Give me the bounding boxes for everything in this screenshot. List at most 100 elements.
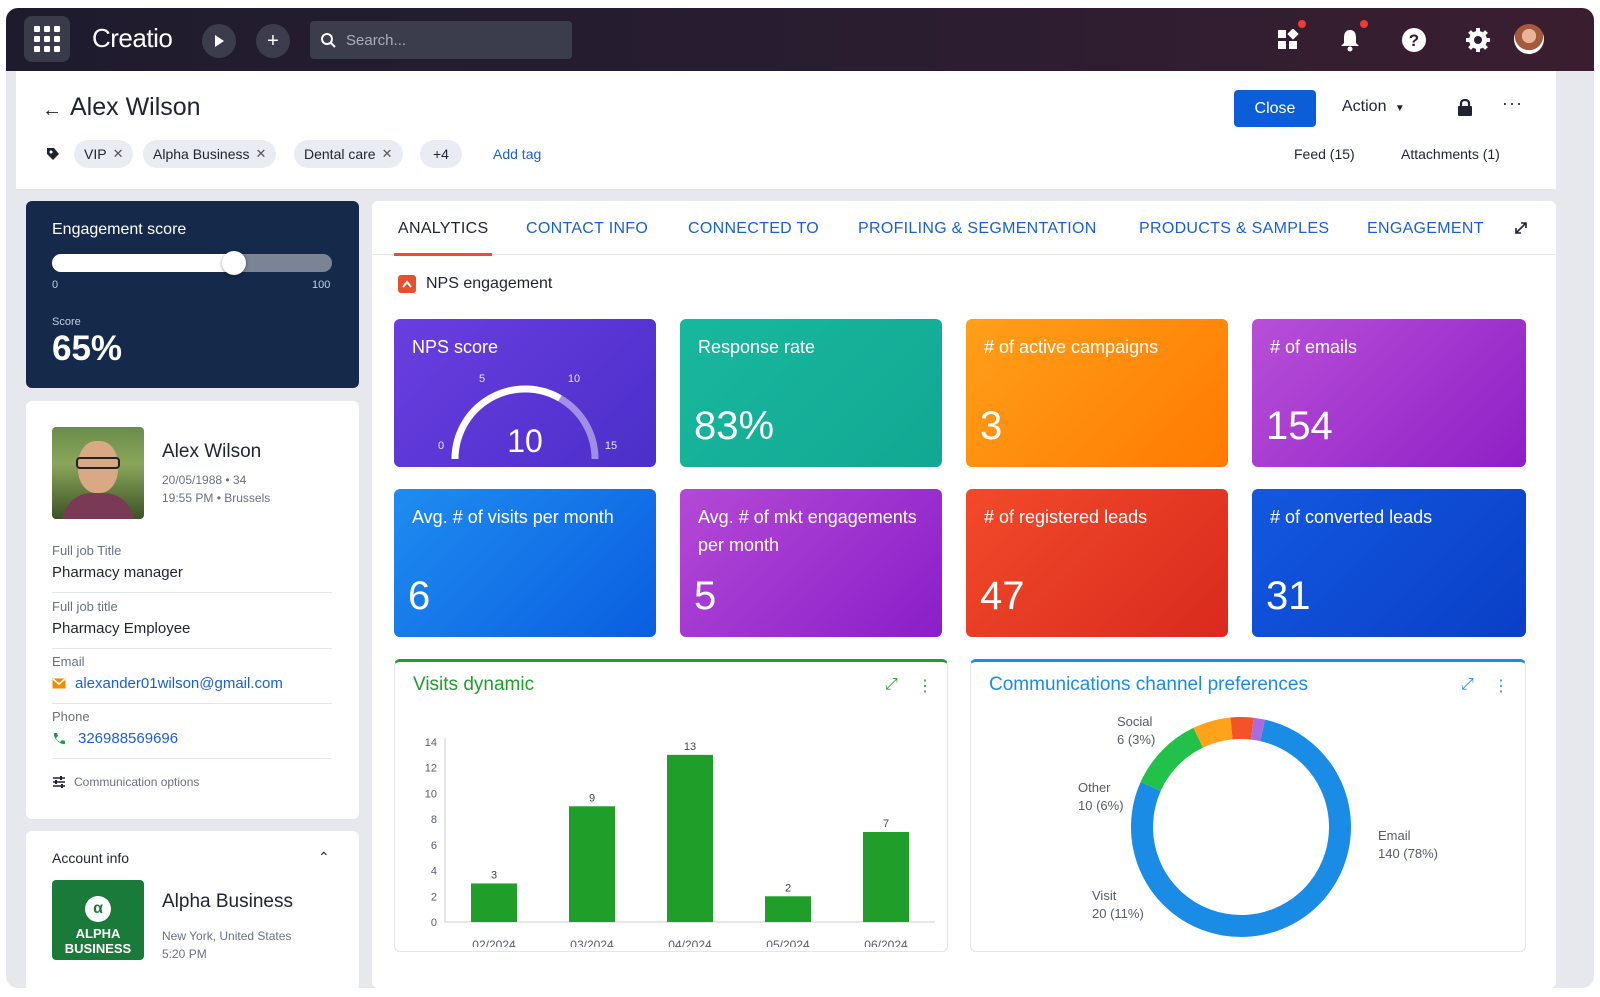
tab-connected-to[interactable]: CONNECTED TO bbox=[688, 220, 820, 237]
bar[interactable] bbox=[667, 754, 713, 922]
close-icon[interactable]: ✕ bbox=[255, 146, 267, 161]
lock-icon[interactable] bbox=[1457, 98, 1473, 116]
phone-icon bbox=[53, 732, 65, 744]
kpi-card-emails[interactable]: # of emails 154 bbox=[1252, 319, 1526, 467]
feed-link[interactable]: Feed (15) bbox=[1294, 146, 1355, 162]
kpi-card-nps-score[interactable]: NPS score 0 5 10 15 10 bbox=[394, 319, 656, 467]
communication-options-link[interactable]: Communication options bbox=[52, 775, 199, 789]
expand-icon[interactable] bbox=[1514, 221, 1528, 235]
help-icon[interactable]: ? bbox=[1398, 24, 1430, 56]
caret-down-icon: ▼ bbox=[1394, 103, 1405, 114]
add-tag-link[interactable]: Add tag bbox=[493, 146, 542, 162]
phone-link[interactable]: 326988569696 bbox=[78, 730, 179, 747]
engagement-slider[interactable] bbox=[52, 251, 332, 275]
tag-alpha-business[interactable]: Alpha Business ✕ bbox=[143, 140, 277, 168]
expand-icon[interactable]: ⤢ bbox=[1461, 676, 1474, 693]
tab-profiling-segmentation[interactable]: PROFILING & SEGMENTATION bbox=[858, 220, 1097, 237]
play-icon[interactable] bbox=[202, 24, 236, 58]
search-placeholder: Search... bbox=[346, 31, 407, 49]
kpi-card-response-rate[interactable]: Response rate 83% bbox=[680, 319, 942, 467]
visits-dynamic-widget: Visits dynamic ⤢ ⋮ 0 2 4 6 8 10 12 14 3 02/2024 9 0… bbox=[394, 659, 948, 952]
x-tick-label: 06/2024 bbox=[864, 938, 908, 947]
kpi-card-converted-leads[interactable]: # of converted leads 31 bbox=[1252, 489, 1526, 637]
search-input[interactable]: Search... bbox=[310, 21, 572, 59]
job-title-field-2: Full job title Pharmacy Employee bbox=[52, 599, 332, 649]
section-header[interactable]: NPS engagement bbox=[398, 275, 552, 293]
more-vert-icon[interactable]: ⋮ bbox=[917, 678, 933, 695]
close-icon[interactable]: ✕ bbox=[381, 146, 393, 161]
kpi-title: NPS score bbox=[412, 337, 499, 357]
account-name[interactable]: Alpha Business bbox=[162, 891, 293, 912]
score-label: Score bbox=[52, 316, 81, 328]
slice-detail: 20 (11%) bbox=[1092, 906, 1144, 921]
tag-dental-care[interactable]: Dental care ✕ bbox=[294, 140, 403, 168]
close-button[interactable]: Close bbox=[1234, 90, 1316, 127]
kpi-card-visits-per-month[interactable]: Avg. # of visits per month 6 bbox=[394, 489, 656, 637]
back-arrow-icon[interactable]: ← bbox=[42, 99, 62, 121]
bell-icon[interactable] bbox=[1334, 24, 1366, 56]
donut-slice[interactable] bbox=[1250, 717, 1266, 742]
field-value[interactable]: Pharmacy Employee bbox=[52, 620, 191, 637]
expand-icon[interactable]: ⤢ bbox=[885, 676, 898, 693]
donut-slice[interactable] bbox=[1131, 719, 1351, 937]
y-tick-label: 4 bbox=[431, 866, 437, 878]
tab-analytics[interactable]: ANALYTICS bbox=[393, 220, 493, 256]
donut-slice[interactable] bbox=[1193, 717, 1233, 748]
bar[interactable] bbox=[471, 883, 517, 922]
slice-label: Other bbox=[1078, 780, 1111, 795]
plus-icon[interactable]: + bbox=[256, 24, 290, 58]
nps-gauge: 0 5 10 15 bbox=[438, 373, 617, 460]
apps-icon[interactable] bbox=[1272, 24, 1304, 56]
top-bar: Creatio + Search... ? bbox=[6, 8, 1594, 71]
email-link[interactable]: alexander01wilson@gmail.com bbox=[75, 675, 283, 692]
field-label: Phone bbox=[52, 709, 90, 724]
kpi-card-registered-leads[interactable]: # of registered leads 47 bbox=[966, 489, 1228, 637]
more-vert-icon[interactable]: ⋮ bbox=[1493, 678, 1509, 695]
tab-products-samples[interactable]: PRODUCTS & SAMPLES bbox=[1139, 220, 1330, 237]
more-tags-button[interactable]: +4 bbox=[420, 140, 462, 168]
bar[interactable] bbox=[765, 896, 811, 922]
slider-knob[interactable] bbox=[222, 251, 246, 275]
main-panel: ANALYTICS CONTACT INFO CONNECTED TO PROF… bbox=[372, 201, 1556, 988]
kpi-card-mkt-engagements[interactable]: Avg. # of mkt engagements per month 5 bbox=[680, 489, 942, 637]
bar-value-label: 7 bbox=[883, 818, 889, 830]
gauge-tick: 10 bbox=[568, 373, 580, 385]
more-options-icon[interactable]: ··· bbox=[1502, 93, 1523, 113]
kpi-card-active-campaigns[interactable]: # of active campaigns 3 bbox=[966, 319, 1228, 467]
bar[interactable] bbox=[863, 832, 909, 922]
close-icon[interactable]: ✕ bbox=[112, 146, 124, 161]
donut-slice[interactable] bbox=[1230, 717, 1254, 740]
x-tick-label: 03/2024 bbox=[570, 938, 614, 947]
app-menu-icon[interactable] bbox=[24, 16, 70, 62]
gauge-tick: 5 bbox=[479, 373, 485, 385]
communications-widget: Communications channel preferences ⤢ ⋮ E… bbox=[970, 659, 1526, 952]
action-button[interactable]: Action ▼ bbox=[1342, 98, 1405, 116]
donut-slice[interactable] bbox=[1140, 727, 1204, 792]
kpi-title: Avg. # of visits per month bbox=[412, 507, 614, 527]
logo: Creatio bbox=[92, 23, 173, 53]
tab-engagement[interactable]: ENGAGEMENT bbox=[1367, 220, 1484, 237]
gauge-fill bbox=[451, 385, 562, 460]
bar-value-label: 2 bbox=[785, 882, 791, 894]
apps-badge bbox=[1298, 20, 1306, 28]
gauge-tick: 15 bbox=[605, 440, 617, 452]
contact-name: Alex Wilson bbox=[162, 441, 262, 462]
chevron-up-icon[interactable]: ⌃ bbox=[318, 849, 330, 865]
gear-icon[interactable] bbox=[1462, 24, 1494, 56]
chevron-up-icon bbox=[398, 275, 416, 293]
kpi-title: # of converted leads bbox=[1270, 507, 1433, 527]
svg-text:?: ? bbox=[1409, 31, 1419, 50]
user-avatar[interactable] bbox=[1514, 24, 1544, 54]
bar[interactable] bbox=[569, 806, 615, 922]
tag-vip[interactable]: VIP ✕ bbox=[74, 140, 134, 168]
bar-value-label: 9 bbox=[589, 792, 595, 804]
field-value[interactable]: Pharmacy manager bbox=[52, 564, 183, 581]
attachments-link[interactable]: Attachments (1) bbox=[1401, 146, 1500, 162]
section-title: NPS engagement bbox=[426, 275, 553, 292]
kpi-value: 3 bbox=[980, 404, 1003, 448]
tab-contact-info[interactable]: CONTACT INFO bbox=[526, 220, 649, 237]
contact-photo bbox=[52, 427, 144, 519]
kpi-title: # of active campaigns bbox=[984, 337, 1159, 357]
x-tick-label: 02/2024 bbox=[472, 938, 516, 947]
search-icon bbox=[321, 33, 336, 48]
